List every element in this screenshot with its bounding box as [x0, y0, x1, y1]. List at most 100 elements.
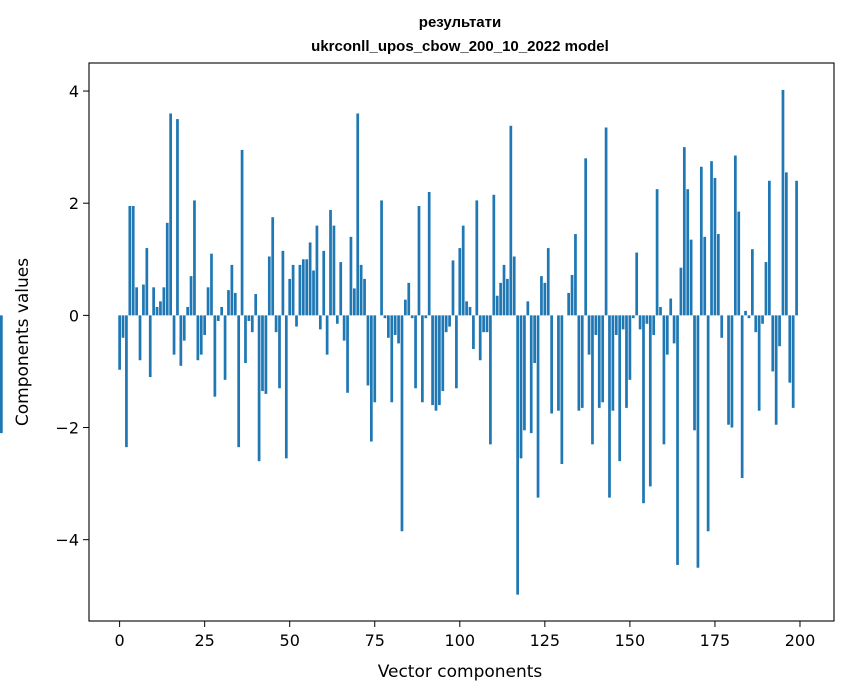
bar-170	[696, 315, 700, 568]
bar-44	[267, 256, 271, 316]
bar-98	[451, 260, 455, 316]
bar-10	[152, 287, 155, 316]
bar-172	[703, 236, 707, 316]
bar-40	[254, 294, 258, 316]
chart-title-line-2: ukrconll_upos_cbow_200_10_2022 model	[311, 38, 609, 55]
y-axis-ticks: −4 −2 0 2 4	[55, 82, 89, 550]
bar-37	[244, 315, 247, 364]
bar-183	[740, 315, 744, 478]
bar-194	[778, 315, 781, 347]
bar-100	[458, 248, 462, 316]
bar-56	[308, 242, 312, 316]
bar-68	[349, 236, 353, 316]
bar-14	[165, 222, 169, 316]
bar-174	[710, 161, 713, 316]
bar-97	[448, 315, 451, 327]
bars-group	[0, 89, 798, 595]
bar-156	[648, 315, 652, 487]
bar-8	[145, 248, 149, 316]
bar-197	[788, 315, 792, 383]
bar-101	[461, 225, 465, 316]
bar-16	[172, 315, 176, 355]
bar-148	[621, 315, 625, 330]
bar-126	[546, 248, 550, 316]
bar-86	[410, 315, 414, 319]
bar-38	[247, 315, 251, 321]
bar-43	[264, 315, 268, 394]
bar-41	[257, 315, 261, 462]
bar-93	[434, 315, 438, 411]
bar-199	[795, 180, 798, 316]
bar-121	[529, 315, 533, 434]
bar-167	[686, 189, 690, 316]
bar-42	[261, 315, 264, 392]
bar-91	[427, 191, 431, 316]
bar-198	[791, 315, 795, 408]
bar-119	[523, 315, 526, 431]
bar-67	[346, 315, 349, 393]
bar-95	[441, 315, 445, 392]
bar-107	[482, 315, 485, 333]
x-tick-label: 25	[194, 631, 214, 650]
bar-26	[206, 287, 210, 316]
bar-168	[689, 239, 693, 316]
bar-2	[125, 315, 128, 448]
bar-0	[118, 315, 121, 370]
x-tick-label: 50	[280, 631, 300, 650]
bar-60	[322, 250, 326, 316]
bar-146	[614, 315, 618, 335]
bar-21	[189, 276, 193, 316]
bar-193	[774, 315, 778, 425]
bar-28	[213, 315, 217, 397]
bar-116	[512, 256, 516, 316]
bar-103	[468, 306, 472, 316]
bar-66	[342, 315, 346, 341]
bar-142	[601, 315, 605, 403]
bar-32	[227, 290, 230, 316]
bar-71	[359, 264, 363, 316]
bar-118	[519, 315, 523, 459]
bar-190	[764, 262, 768, 316]
bar-53	[298, 264, 302, 316]
bar-133	[570, 274, 574, 316]
bar-132	[567, 292, 571, 316]
bar-175	[713, 177, 717, 316]
bar-82	[397, 315, 400, 344]
bar-127	[550, 315, 554, 414]
bar-137	[584, 158, 588, 316]
bar-7	[142, 284, 145, 316]
bar-undefined	[0, 315, 3, 434]
x-tick-label: 75	[365, 631, 385, 650]
bar-141	[597, 315, 601, 408]
bar-114	[506, 278, 509, 316]
bar-45	[271, 217, 275, 316]
bar-113	[502, 264, 506, 316]
bar-83	[400, 315, 404, 532]
bar-124	[540, 276, 543, 316]
bar-191	[768, 180, 771, 316]
bar-159	[659, 306, 662, 316]
bar-195	[781, 89, 785, 316]
bar-17	[176, 119, 179, 316]
bar-72	[363, 278, 366, 316]
bar-149	[625, 315, 628, 408]
bar-147	[618, 315, 622, 462]
bar-5	[135, 287, 138, 316]
y-tick-label: 0	[69, 306, 79, 325]
bar-155	[645, 315, 649, 324]
bar-55	[305, 259, 309, 316]
bar-51	[291, 264, 295, 316]
bar-54	[301, 259, 305, 316]
bar-140	[594, 315, 598, 335]
bar-92	[431, 315, 434, 406]
bar-69	[352, 288, 356, 316]
y-tick-label: −2	[55, 419, 79, 438]
bar-125	[543, 282, 547, 316]
bar-123	[536, 315, 540, 498]
bar-34	[233, 292, 237, 316]
bar-138	[587, 315, 591, 355]
bar-185	[747, 315, 751, 319]
bar-47	[278, 315, 281, 389]
bar-50	[288, 278, 292, 316]
